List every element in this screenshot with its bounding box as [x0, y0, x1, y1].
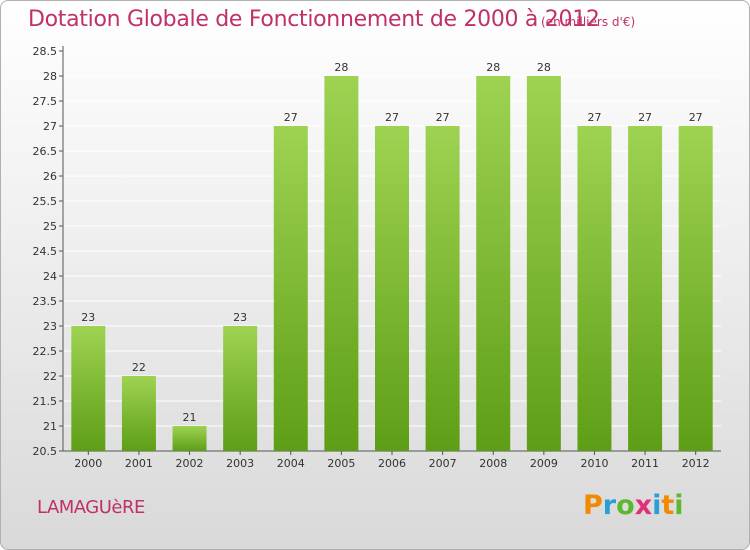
bar-2002 — [172, 426, 207, 451]
bar-2003 — [223, 326, 258, 451]
y-tick-label: 22.5 — [33, 345, 58, 358]
bar-2006 — [375, 126, 409, 451]
y-tick-label: 24.5 — [33, 245, 58, 258]
logo-letter: x — [634, 490, 653, 521]
bar-2005 — [324, 76, 359, 451]
bar-2009 — [526, 76, 561, 451]
logo-letter: t — [661, 490, 675, 521]
bar-2012 — [678, 126, 713, 451]
chart-unit: (en milliers d'€) — [541, 15, 636, 29]
y-tick-label: 25 — [43, 220, 57, 233]
y-tick-label: 26 — [43, 170, 57, 183]
value-label-2000: 23 — [81, 311, 95, 324]
value-label-2010: 27 — [587, 111, 601, 124]
value-label-2003: 23 — [233, 311, 247, 324]
bar-2007 — [425, 126, 460, 451]
x-tick-label-2010: 2010 — [580, 457, 608, 470]
bars — [71, 76, 713, 451]
x-tick-label-2002: 2002 — [176, 457, 204, 470]
bar-2001 — [121, 376, 156, 451]
y-tick-label: 26.5 — [33, 145, 58, 158]
logo-letter: i — [652, 490, 662, 521]
value-label-2012: 27 — [689, 111, 703, 124]
logo-letter: P — [583, 490, 603, 521]
value-label-2006: 27 — [385, 111, 399, 124]
proxiti-logo: Proxiti — [583, 490, 684, 521]
labels: 23 22 21 23 27 28 27 27 28 28 27 27 27 — [81, 61, 702, 424]
commune-name: LAMAGUèRE — [37, 497, 145, 518]
y-tick-label: 21 — [43, 420, 57, 433]
x-tick-label-2005: 2005 — [327, 457, 355, 470]
x-tick-label-2001: 2001 — [125, 457, 153, 470]
chart-title: Dotation Globale de Fonctionnement de 20… — [28, 7, 600, 32]
y-tick-label: 27 — [43, 120, 57, 133]
y-tick-label: 23.5 — [33, 295, 58, 308]
y-tick-label: 24 — [43, 270, 57, 283]
y-tick-label: 23 — [43, 320, 57, 333]
value-label-2002: 21 — [183, 411, 197, 424]
x-tick-label-2000: 2000 — [74, 457, 102, 470]
value-label-2001: 22 — [132, 361, 146, 374]
x-tick-label-2004: 2004 — [277, 457, 305, 470]
bar-2010 — [577, 126, 612, 451]
y-tick-label: 21.5 — [33, 395, 58, 408]
bar-2011 — [628, 126, 663, 451]
x-tick-label-2007: 2007 — [429, 457, 457, 470]
y-tick-label: 28 — [43, 70, 57, 83]
x-tick-label-2006: 2006 — [378, 457, 406, 470]
logo-letter: i — [674, 490, 684, 521]
bar-2004 — [273, 126, 308, 451]
value-label-2007: 27 — [436, 111, 450, 124]
y-tick-label: 28.5 — [33, 45, 58, 58]
value-label-2005: 28 — [334, 61, 348, 74]
bar-2008 — [476, 76, 511, 451]
logo-letter: o — [616, 490, 635, 521]
x-tick-label-2003: 2003 — [226, 457, 254, 470]
value-label-2011: 27 — [638, 111, 652, 124]
y-tick-label: 27.5 — [33, 95, 58, 108]
bar-2000 — [71, 326, 106, 451]
x-tick-label-2012: 2012 — [682, 457, 710, 470]
y-tick-label: 20.5 — [33, 445, 58, 458]
value-label-2009: 28 — [537, 61, 551, 74]
value-label-2004: 27 — [284, 111, 298, 124]
y-tick-label: 22 — [43, 370, 57, 383]
logo-letter: r — [602, 490, 617, 521]
value-label-2008: 28 — [486, 61, 500, 74]
x-tick-label-2011: 2011 — [631, 457, 659, 470]
x-tick-label-2008: 2008 — [479, 457, 507, 470]
y-tick-label: 25.5 — [33, 195, 58, 208]
x-tick-label-2009: 2009 — [530, 457, 558, 470]
